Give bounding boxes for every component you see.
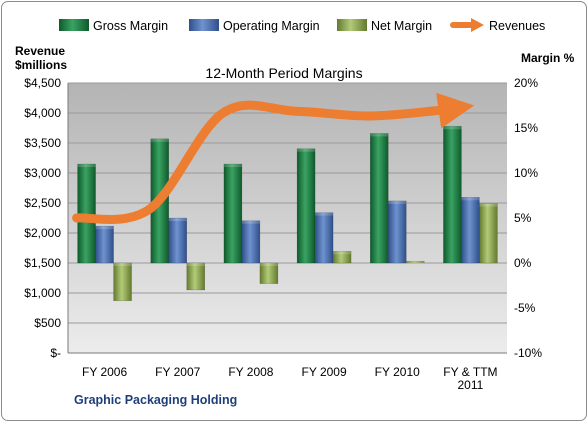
net-margin-bar-cap	[333, 251, 352, 255]
operating-margin-bar-cap	[461, 197, 480, 201]
legend: Gross Margin Operating Margin Net Margin…	[59, 18, 545, 33]
legend-label-revenues: Revenues	[489, 19, 545, 33]
legend-label-net: Net Margin	[371, 19, 432, 33]
operating-margin-bar-cap	[241, 220, 260, 224]
operating-margin-bar	[314, 212, 334, 264]
operating-margin-bar	[388, 200, 407, 264]
x-tick-label: FY 2009	[302, 365, 347, 379]
y-left-tick-label: $1,500	[24, 256, 61, 270]
x-tick-label: FY 2010	[375, 365, 420, 379]
legend-item-gross-margin: Gross Margin	[59, 19, 168, 33]
y-left-tick-label: $1,000	[24, 286, 61, 300]
legend-swatch-gross	[59, 19, 89, 31]
y-right-tick-label: 20%	[514, 76, 538, 90]
net-margin-bar-cap	[479, 203, 498, 207]
legend-item-net-margin: Net Margin	[337, 19, 432, 33]
y-right-tick-label: 5%	[514, 211, 532, 225]
net-margin-bar	[186, 262, 205, 291]
gross-margin-bar-cap	[223, 164, 242, 167]
net-margin-bar-cap	[406, 261, 425, 265]
y-left-tick-label: $4,500	[24, 76, 61, 90]
operating-margin-bar	[241, 220, 261, 264]
x-tick-label: 2011	[458, 378, 484, 392]
y-right-tick-label: -10%	[514, 346, 542, 360]
net-margin-bar	[332, 251, 352, 264]
operating-margin-bar-cap	[168, 218, 187, 221]
operating-margin-bar-cap	[95, 226, 114, 230]
gross-margin-bar	[223, 163, 243, 264]
gross-margin-bar-cap	[370, 133, 389, 137]
y-left-tick-label: $500	[34, 316, 61, 330]
legend-item-operating-margin: Operating Margin	[189, 19, 320, 33]
y-left-ticks: $4,500 $4,000 $3,500 $3,000 $2,500 $2,000 $1,5…	[24, 76, 61, 360]
y-left-tick-label: $2,000	[24, 226, 61, 240]
y-right-ticks: 20% 15% 10% 5% 0% -5% -10%	[514, 76, 542, 360]
gross-margin-bar-cap	[443, 126, 462, 130]
y-right-tick-label: 15%	[514, 121, 538, 135]
bar-marks	[77, 125, 498, 302]
y-left-tick-label: $3,000	[24, 166, 61, 180]
legend-label-operating: Operating Margin	[223, 19, 320, 33]
legend-label-gross: Gross Margin	[93, 19, 168, 33]
net-margin-bar	[113, 262, 132, 302]
gross-margin-bar	[370, 133, 389, 264]
y-left-label-line2: $millions	[15, 58, 67, 72]
net-margin-bar-cap	[259, 263, 278, 266]
net-margin-bar-cap	[113, 263, 132, 266]
net-margin-bar	[479, 203, 498, 264]
gross-margin-bar-cap	[150, 138, 169, 142]
chart-title: 12-Month Period Margins	[205, 65, 362, 81]
y-left-tick-label: $3,500	[24, 136, 61, 150]
y-right-tick-label: 10%	[514, 166, 538, 180]
x-tick-label: FY & TTM	[443, 365, 497, 379]
net-margin-bar	[406, 260, 425, 264]
net-margin-bar	[259, 262, 279, 284]
net-margin-bar-cap	[186, 263, 205, 266]
gross-margin-bar	[443, 125, 462, 264]
x-tick-label: FY 2007	[155, 365, 200, 379]
operating-margin-bar	[95, 225, 114, 264]
operating-margin-bar-cap	[315, 212, 334, 216]
x-tick-label: FY 2008	[228, 365, 273, 379]
company-label: Graphic Packaging Holding	[74, 393, 237, 407]
y-left-tick-label: $2,500	[24, 196, 61, 210]
revenue-line-layer	[72, 92, 475, 224]
x-tick-labels: FY 2006 FY 2007 FY 2008 FY 2009 FY 2010 FY & …	[82, 365, 498, 392]
operating-margin-bar	[461, 197, 480, 264]
gross-margin-bar-cap	[297, 148, 316, 152]
y-right-tick-label: -5%	[514, 301, 536, 315]
operating-margin-bar-cap	[388, 200, 407, 204]
y-left-tick-label: $4,000	[24, 106, 61, 120]
y-left-label-line1: Revenue	[15, 44, 65, 58]
legend-item-revenues: Revenues	[450, 18, 545, 33]
legend-swatch-operating	[189, 19, 219, 31]
y-left-tick-label: $-	[50, 346, 61, 360]
operating-margin-bar	[168, 217, 187, 264]
legend-swatch-net	[337, 19, 367, 31]
y-right-label: Margin %	[521, 51, 575, 65]
gross-margin-bar	[296, 148, 316, 264]
y-right-tick-label: 0%	[514, 256, 532, 270]
legend-arrow-icon	[471, 18, 484, 32]
gross-margin-bar-cap	[77, 164, 96, 167]
x-tick-label: FY 2006	[82, 365, 127, 379]
